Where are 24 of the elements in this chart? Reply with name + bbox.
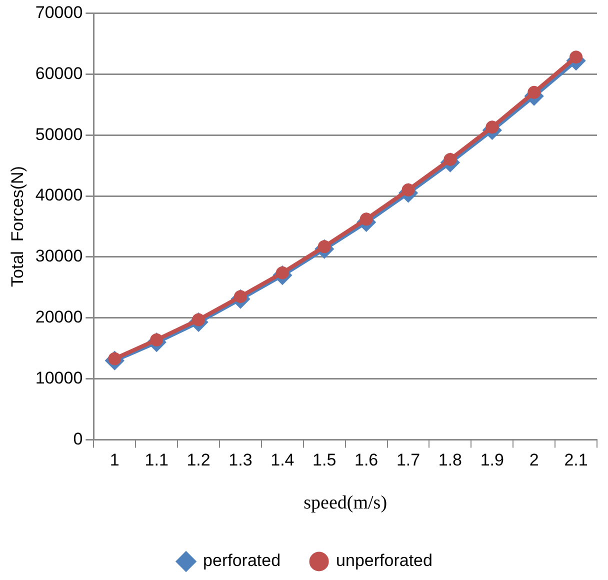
y-tick-label: 30000 <box>35 246 83 266</box>
y-tick-label: 60000 <box>35 64 83 83</box>
y-tick-label: 40000 <box>35 186 83 205</box>
x-tick-label: 1.2 <box>186 450 210 470</box>
x-tick-label: 1.8 <box>438 450 462 470</box>
x-tick-label: 1.7 <box>396 450 420 470</box>
y-tick-label: 50000 <box>35 124 83 144</box>
legend-label: perforated <box>203 551 281 570</box>
x-tick-label: 1.3 <box>228 450 252 470</box>
x-axis-title: speed(m/s) <box>304 492 388 514</box>
legend-label: unperforated <box>336 551 432 570</box>
y-tick-label: 70000 <box>35 2 83 22</box>
x-tick-label: 1.4 <box>270 450 294 470</box>
y-tick-label: 20000 <box>35 308 83 327</box>
x-tick-label: 1.1 <box>144 450 168 470</box>
x-tick-label: 1.6 <box>354 450 378 470</box>
y-tick-label: 0 <box>73 429 83 448</box>
y-axis-title: Total Forces(N) <box>8 166 27 287</box>
x-tick-label: 1.9 <box>480 450 504 470</box>
x-tick-label: 2.1 <box>564 450 588 470</box>
x-tick-label: 1 <box>110 450 120 470</box>
x-tick-label: 1.5 <box>312 450 336 470</box>
y-tick-label: 10000 <box>35 368 83 388</box>
x-tick-label: 2 <box>529 450 539 470</box>
